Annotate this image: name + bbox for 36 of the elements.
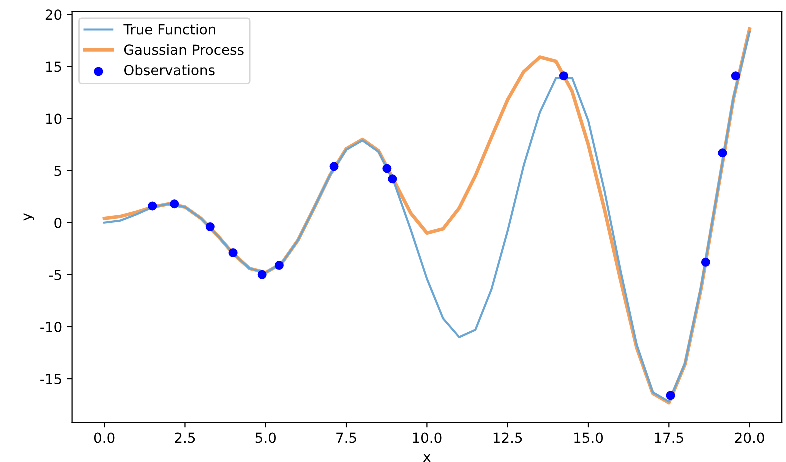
point	[258, 270, 267, 280]
point	[228, 248, 238, 258]
y-tick-label: -15	[40, 374, 62, 384]
y-tick-label: 5	[54, 166, 62, 176]
x-tick-label: 10.0	[413, 432, 442, 444]
x-axis-title: x	[423, 454, 431, 462]
legend-label: True Function	[124, 24, 216, 35]
point	[206, 222, 215, 232]
point	[274, 261, 284, 270]
y-tick-label: 0	[54, 218, 62, 228]
x-tick-label: 15.0	[574, 432, 604, 444]
point	[170, 200, 180, 209]
x-tick-label: 7.5	[336, 432, 356, 444]
x-tick-label: 20.0	[735, 432, 764, 444]
x-tick-label: 17.5	[655, 432, 684, 444]
legend-label: Observations	[124, 64, 215, 76]
x-tick-label: 5.0	[256, 432, 276, 444]
point	[718, 148, 728, 158]
y-tick-label: 20	[46, 10, 62, 20]
y-tick-label: -5	[49, 270, 62, 280]
legend-label: Gaussian Process	[124, 44, 244, 56]
x-tick-label: 2.5	[175, 432, 196, 444]
point	[382, 164, 392, 174]
point	[388, 174, 398, 184]
y-axis-title: y	[24, 213, 34, 221]
x-tick-label: 0.0	[94, 432, 115, 444]
point	[701, 258, 710, 267]
point	[731, 72, 740, 81]
point	[559, 72, 568, 81]
point	[666, 391, 676, 400]
point	[148, 202, 158, 211]
y-tick-label: 10	[46, 114, 62, 124]
y-tick-label: -10	[40, 322, 62, 332]
point	[330, 162, 339, 172]
y-tick-label: 15	[46, 62, 62, 72]
x-tick-label: 12.5	[494, 432, 522, 444]
